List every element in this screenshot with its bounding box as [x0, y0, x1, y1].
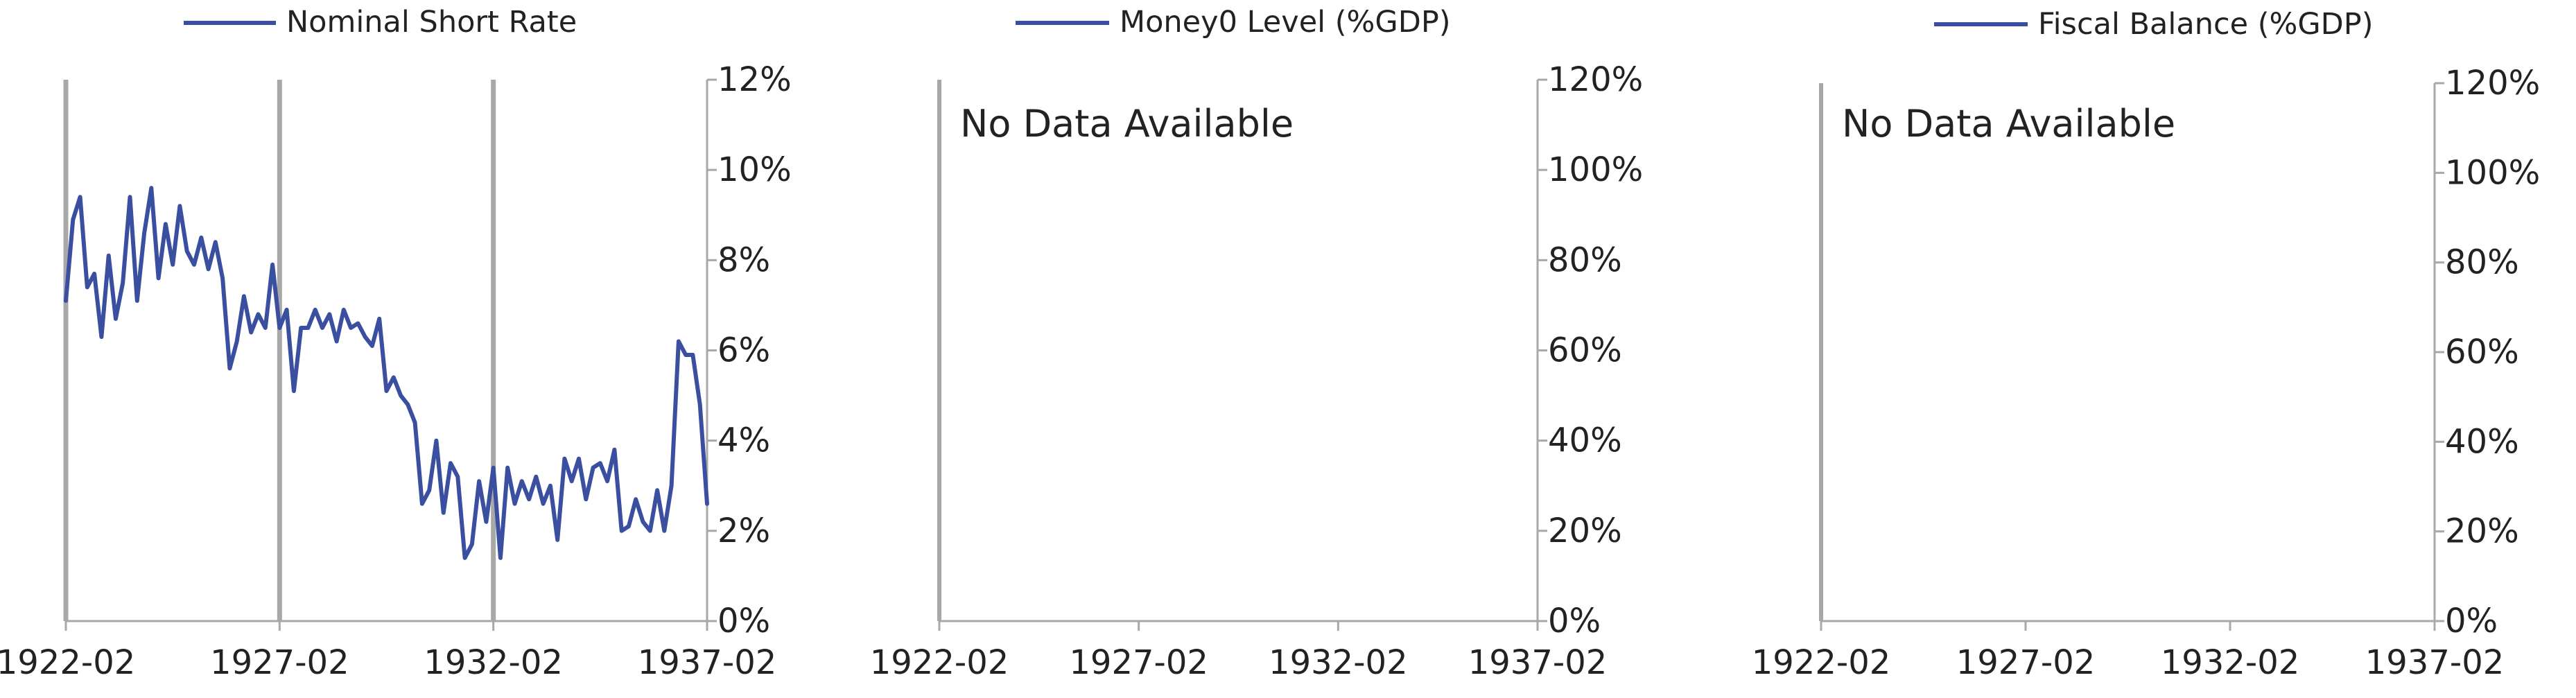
y-tick-label: 60% [1548, 331, 1622, 370]
y-tick-label: 10% [717, 150, 792, 189]
x-tick-label: 1932-02 [1269, 643, 1408, 682]
x-tick-label: 1927-02 [1069, 643, 1208, 682]
y-tick-label: 4% [717, 421, 770, 460]
y-axis-ticks: 0% 20% 40% 60% 80% 100% 120% [2435, 64, 2540, 640]
y-tick-label: 120% [2445, 64, 2540, 103]
y-tick-label: 12% [717, 60, 792, 99]
y-tick-label: 6% [717, 331, 770, 370]
y-axis-ticks: 0% 20% 40% 60% 80% 100% 120% [1538, 60, 1643, 640]
legend-label: Fiscal Balance (%GDP) [2038, 7, 2374, 42]
y-tick-label: 2% [717, 512, 770, 550]
x-tick-label: 1922-02 [1752, 643, 1891, 682]
marker-lines [63, 80, 496, 621]
x-tick-label: 1937-02 [2365, 643, 2505, 682]
y-tick-label: 8% [717, 241, 770, 279]
y-tick-label: 20% [1548, 512, 1622, 550]
legend-label: Nominal Short Rate [286, 5, 577, 40]
x-axis-ticks: 1922-02 1927-02 1932-02 1937-02 [0, 621, 776, 682]
x-tick-label: 1927-02 [210, 643, 349, 682]
x-tick-label: 1922-02 [870, 643, 1009, 682]
y-tick-label: 80% [2445, 243, 2519, 282]
series-line-nominal-short-rate [64, 186, 709, 560]
chart-fiscal-balance: Fiscal Balance (%GDP) No Data Available … [1752, 7, 2541, 682]
x-tick-label: 1937-02 [638, 643, 777, 682]
chart-money0-level: Money0 Level (%GDP) No Data Available 0%… [870, 5, 1644, 682]
y-tick-label: 120% [1548, 60, 1643, 99]
x-axis-ticks: 1922-02 1927-02 1932-02 1937-02 [1752, 621, 2505, 682]
y-tick-label: 0% [2445, 602, 2498, 640]
no-data-message: No Data Available [960, 102, 1294, 146]
y-axis-ticks: 0% 2% 4% 6% 8% 10% 12% [707, 60, 792, 640]
x-tick-label: 1937-02 [1468, 643, 1608, 682]
y-tick-label: 0% [717, 602, 770, 640]
y-tick-label: 100% [2445, 153, 2540, 192]
y-tick-label: 40% [2445, 422, 2519, 461]
legend-label: Money0 Level (%GDP) [1120, 5, 1451, 40]
y-tick-label: 40% [1548, 421, 1622, 460]
chart-nominal-short-rate: Nominal Short Rate 0% 2% 4% 6% 8% 10% 12% 1922… [0, 5, 792, 682]
y-tick-label: 0% [1548, 602, 1601, 640]
x-tick-label: 1932-02 [2161, 643, 2300, 682]
x-axis-ticks: 1922-02 1927-02 1932-02 1937-02 [870, 621, 1608, 682]
y-tick-label: 20% [2445, 512, 2519, 551]
x-tick-label: 1922-02 [0, 643, 135, 682]
no-data-message: No Data Available [1842, 102, 2175, 146]
x-tick-label: 1927-02 [1956, 643, 2096, 682]
y-tick-label: 60% [2445, 333, 2519, 372]
y-tick-label: 80% [1548, 241, 1622, 279]
x-tick-label: 1932-02 [424, 643, 563, 682]
y-tick-label: 100% [1548, 150, 1643, 189]
